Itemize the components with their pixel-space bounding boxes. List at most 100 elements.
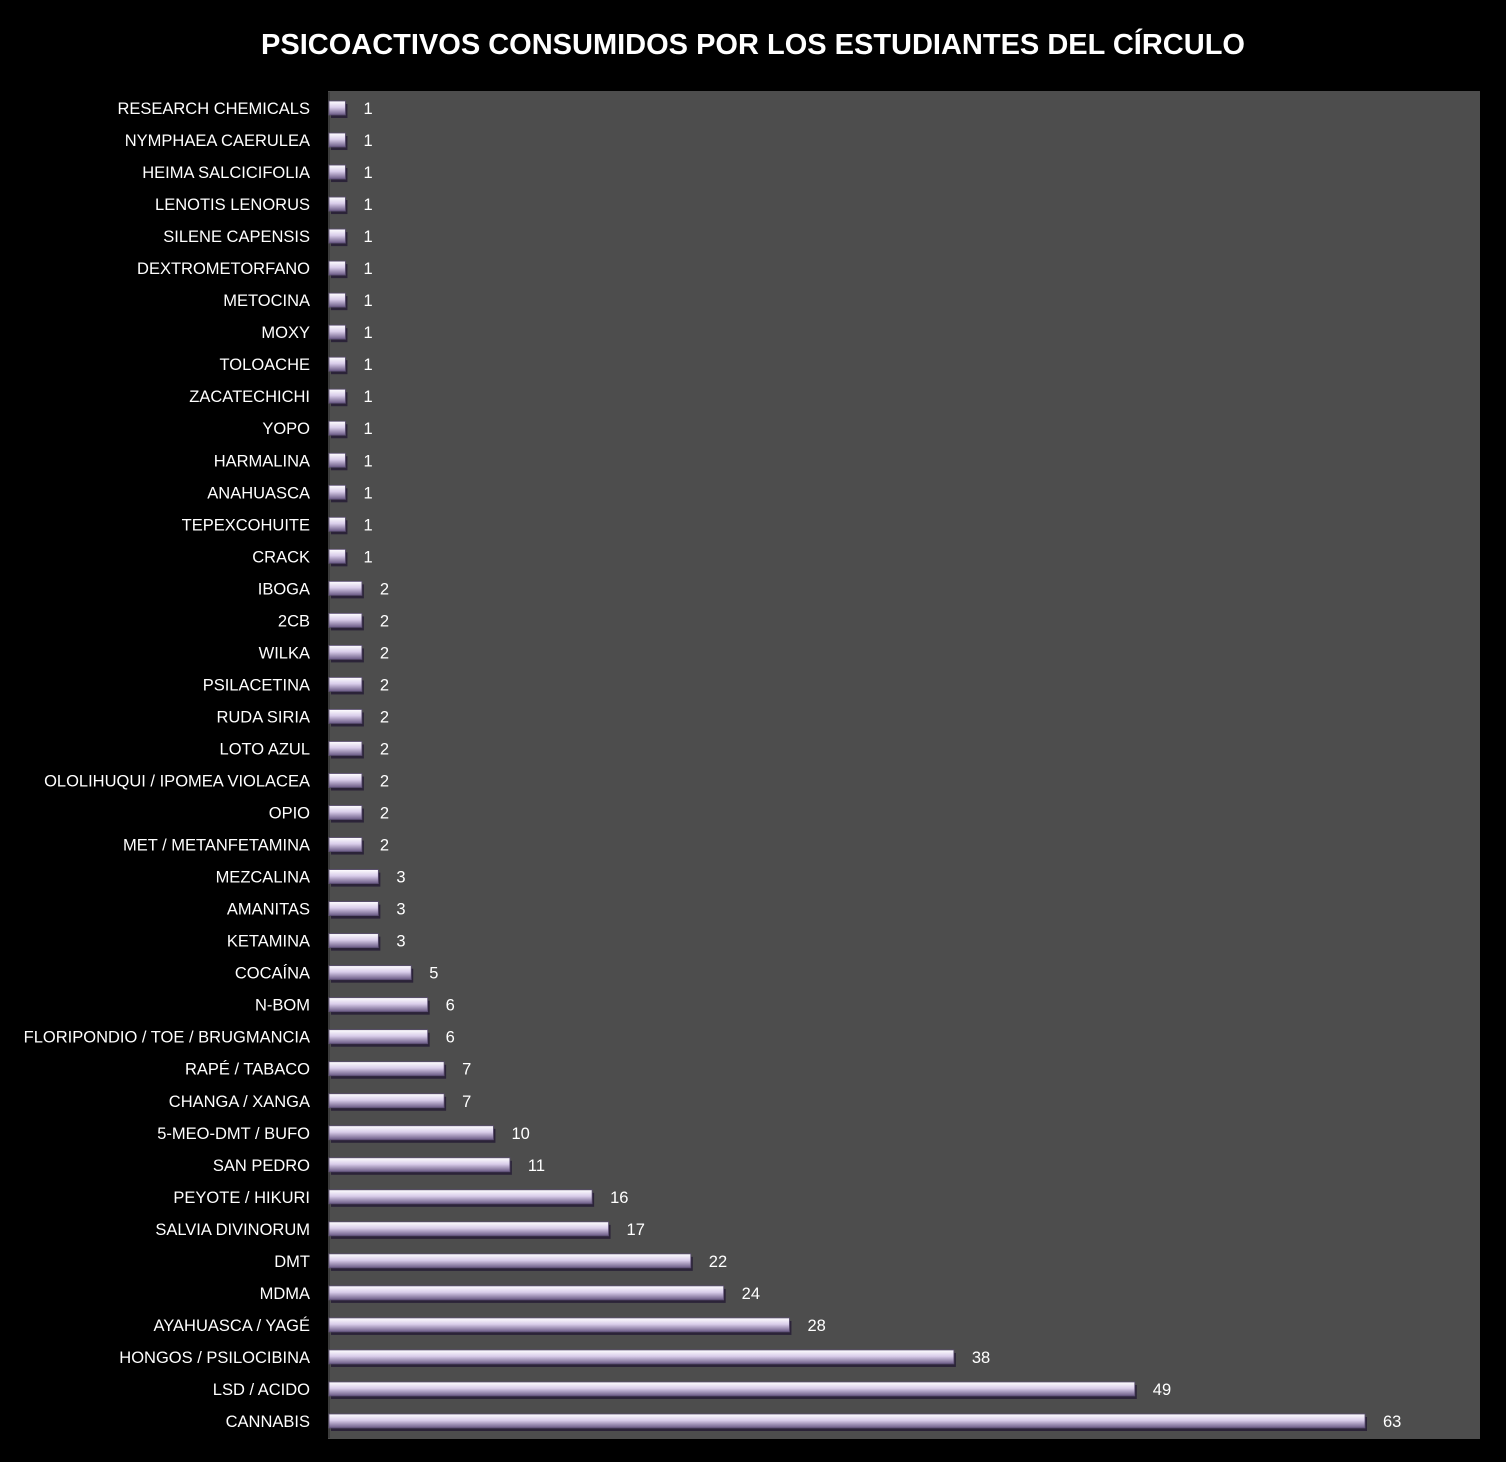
category-label: RUDA SIRIA	[216, 708, 310, 726]
category-label: MDMA	[260, 1285, 310, 1303]
category-label: TEPEXCOHUITE	[182, 516, 310, 534]
bar	[328, 901, 379, 917]
category-label: N-BOM	[255, 997, 310, 1015]
data-label: 2	[380, 773, 389, 791]
bar	[328, 164, 346, 180]
category-label: CANNABIS	[226, 1413, 310, 1431]
data-label: 2	[380, 708, 389, 726]
data-label: 1	[363, 164, 372, 182]
bar	[328, 228, 346, 244]
category-label: HARMALINA	[214, 452, 310, 470]
category-label: LSD / ACIDO	[213, 1381, 310, 1399]
data-label: 1	[363, 356, 372, 374]
category-label: FLORIPONDIO / TOE / BRUGMANCIA	[24, 1029, 310, 1047]
category-label: WILKA	[259, 644, 310, 662]
data-label: 7	[462, 1093, 471, 1111]
bar	[328, 1349, 955, 1365]
category-label: AMANITAS	[227, 901, 310, 919]
bar	[328, 452, 346, 468]
bar	[328, 773, 363, 788]
category-label: SALVIA DIVINORUM	[155, 1221, 310, 1239]
chart-title: PSICOACTIVOS CONSUMIDOS POR LOS ESTUDIAN…	[261, 27, 1245, 61]
category-label: YOPO	[262, 420, 310, 438]
category-label: DMT	[274, 1253, 310, 1271]
data-label: 49	[1153, 1381, 1171, 1399]
data-label: 5	[429, 965, 438, 983]
category-label: MOXY	[261, 324, 310, 342]
bar	[328, 420, 346, 436]
bar	[328, 1125, 494, 1141]
category-label: CHANGA / XANGA	[169, 1093, 310, 1111]
data-label: 1	[363, 260, 372, 278]
bar	[328, 1381, 1136, 1397]
data-label: 1	[363, 452, 372, 470]
y-axis: RESEARCH CHEMICALS NYMPHAEA CAERULEA HEIMA…	[24, 92, 330, 1438]
category-label: CRACK	[252, 548, 310, 566]
bar	[328, 1253, 692, 1269]
category-label: 2CB	[278, 612, 310, 630]
bar	[328, 1413, 1366, 1429]
data-label: 2	[380, 676, 389, 694]
category-label: OPIO	[269, 805, 310, 823]
data-label: 1	[363, 484, 372, 502]
data-label: 63	[1383, 1413, 1401, 1431]
bar	[328, 196, 346, 212]
category-label: AYAHUASCA / YAGÉ	[153, 1316, 310, 1335]
bar	[328, 516, 346, 532]
category-label: COCAÍNA	[235, 964, 310, 983]
bar	[328, 1189, 593, 1205]
bar	[328, 837, 363, 852]
category-label: MET / METANFETAMINA	[123, 837, 310, 855]
data-label: 28	[807, 1317, 825, 1335]
bar-series: 1111111111111112222222223335667710111617…	[328, 100, 1401, 1431]
data-label: 1	[363, 100, 372, 118]
bar	[328, 1061, 445, 1077]
bar	[328, 100, 346, 116]
bar	[328, 132, 346, 148]
category-label: HONGOS / PSILOCIBINA	[119, 1349, 310, 1367]
data-label: 7	[462, 1061, 471, 1079]
data-label: 10	[511, 1125, 529, 1143]
bar	[328, 260, 346, 276]
data-label: 17	[627, 1221, 645, 1239]
bar	[328, 1317, 790, 1333]
bar	[328, 709, 363, 724]
category-label: IBOGA	[258, 580, 310, 598]
data-label: 3	[396, 869, 405, 887]
bar	[328, 645, 363, 660]
bar	[328, 1285, 725, 1301]
category-label: METOCINA	[223, 292, 310, 310]
data-label: 1	[363, 292, 372, 310]
category-label: ZACATECHICHI	[189, 388, 310, 406]
bar	[328, 965, 412, 981]
bar	[328, 997, 429, 1013]
bar	[328, 1093, 445, 1109]
bar	[328, 356, 346, 372]
data-label: 22	[709, 1253, 727, 1271]
plot-area	[328, 91, 1480, 1439]
category-label: HEIMA SALCICIFOLIA	[142, 164, 310, 182]
category-label: PEYOTE / HIKURI	[173, 1189, 310, 1207]
data-label: 1	[363, 388, 372, 406]
data-label: 1	[363, 196, 372, 214]
category-label: ANAHUASCA	[207, 484, 310, 502]
data-label: 24	[742, 1285, 760, 1303]
bar	[328, 1029, 429, 1045]
data-label: 1	[363, 548, 372, 566]
category-label: LOTO AZUL	[220, 740, 310, 758]
bar	[328, 933, 379, 949]
data-label: 38	[972, 1349, 990, 1367]
data-label: 1	[363, 420, 372, 438]
data-label: 1	[363, 132, 372, 150]
category-label: SILENE CAPENSIS	[163, 228, 310, 246]
category-label: DEXTROMETORFANO	[137, 260, 310, 278]
category-label: RAPÉ / TABACO	[185, 1060, 310, 1079]
data-label: 2	[380, 740, 389, 758]
data-label: 11	[528, 1157, 545, 1175]
data-label: 6	[446, 997, 455, 1015]
data-label: 2	[380, 644, 389, 662]
category-label: PSILACETINA	[203, 676, 310, 694]
data-label: 1	[363, 516, 372, 534]
category-label: MEZCALINA	[216, 869, 310, 887]
